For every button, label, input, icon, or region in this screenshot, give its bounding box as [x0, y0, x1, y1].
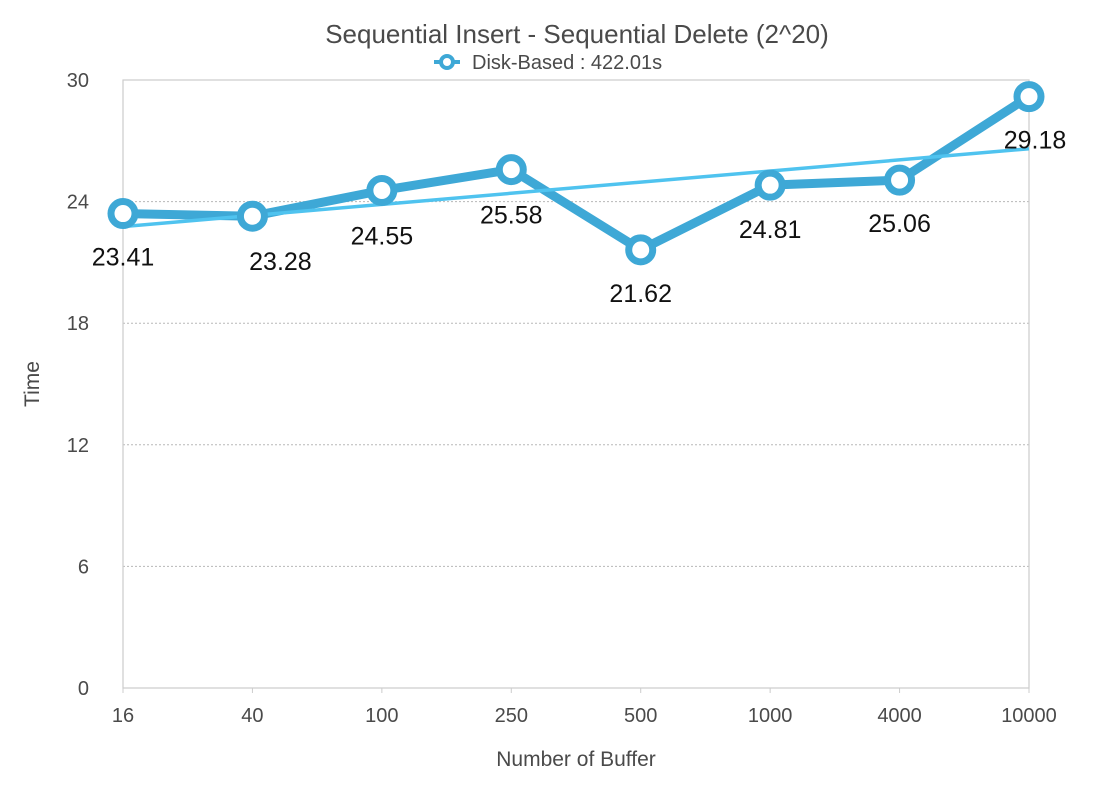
x-tick-label: 16 — [112, 705, 134, 727]
x-tick-label: 1000 — [748, 705, 793, 727]
plot-area-frame — [122, 79, 1030, 689]
y-tick-label: 0 — [78, 678, 89, 700]
series-disk-based — [107, 81, 1045, 266]
data-label: 25.58 — [480, 202, 543, 230]
x-axis-ticks: 16 40 100 250 500 1000 4000 10000 — [112, 688, 1057, 727]
x-tick-label: 500 — [624, 705, 657, 727]
x-tick-label: 250 — [495, 705, 528, 727]
data-label: 25.06 — [868, 210, 931, 238]
data-point-marker — [495, 154, 527, 186]
legend: Disk-Based : 422.01s — [434, 52, 662, 74]
y-axis-ticks: 0 6 12 18 24 30 — [67, 70, 89, 700]
data-point-marker — [1013, 81, 1045, 113]
y-tick-label: 30 — [67, 70, 89, 92]
data-label: 21.62 — [609, 280, 672, 308]
data-label: 23.41 — [92, 244, 155, 272]
y-axis-label: Time — [21, 361, 44, 407]
data-label: 24.55 — [351, 222, 414, 250]
data-point-marker — [366, 174, 398, 206]
y-tick-label: 12 — [67, 435, 89, 457]
gridlines — [123, 201, 1029, 567]
data-point-marker — [754, 169, 786, 201]
data-label: 24.81 — [739, 216, 802, 244]
data-point-marker — [236, 200, 268, 232]
data-point-marker — [884, 164, 916, 196]
y-tick-label: 24 — [67, 192, 89, 214]
data-labels: 23.41 23.28 24.55 25.58 21.62 24.81 25.06 29.18 — [92, 127, 1067, 308]
data-label: 23.28 — [249, 248, 312, 276]
y-tick-label: 6 — [78, 556, 89, 578]
data-point-marker — [625, 234, 657, 266]
x-tick-label: 4000 — [877, 705, 922, 727]
data-point-marker — [107, 198, 139, 230]
legend-marker — [439, 54, 455, 70]
x-tick-label: 10000 — [1001, 705, 1057, 727]
x-axis-label: Number of Buffer — [496, 748, 656, 771]
trendline — [122, 147, 1030, 229]
x-tick-label: 40 — [241, 705, 263, 727]
data-label: 29.18 — [1004, 127, 1067, 155]
y-tick-label: 18 — [67, 313, 89, 335]
chart-title: Sequential Insert - Sequential Delete (2… — [325, 19, 829, 49]
x-tick-label: 100 — [365, 705, 398, 727]
legend-label: Disk-Based : 422.01s — [472, 52, 662, 74]
